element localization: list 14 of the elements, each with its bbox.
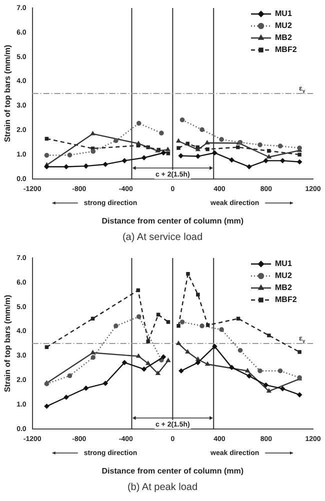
x-axis-title: Distance from center of column (mm): [102, 466, 244, 476]
y-axis-title: Strain of top bars (mm/m): [3, 294, 12, 392]
text: (a) At service load: [121, 231, 204, 245]
legend-label: MBF2: [275, 45, 298, 54]
y-axis-title: Strain of top bars (mm/m): [3, 44, 12, 142]
legend-label: MB2: [275, 33, 292, 42]
text: (b) At peak load: [126, 481, 199, 495]
legend-label: MU2: [275, 271, 292, 280]
legend-label: MBF2: [275, 295, 298, 304]
legend-label: MB2: [275, 283, 292, 292]
x-axis-title: Distance from center of column (mm): [102, 216, 244, 226]
legend-label: MU1: [275, 9, 292, 18]
legend-label: MU2: [275, 21, 292, 30]
legend-label: MU1: [275, 259, 292, 268]
